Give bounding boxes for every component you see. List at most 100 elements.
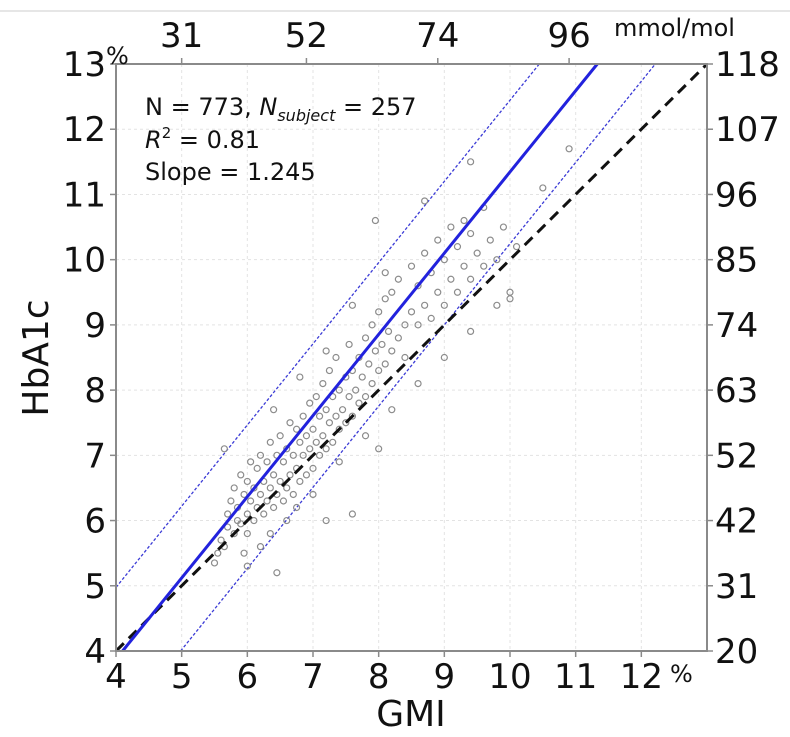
data-point [381, 360, 389, 368]
data-point [381, 269, 389, 277]
data-point [286, 471, 294, 479]
data-point [453, 243, 462, 251]
right-tick-label: 52 [715, 436, 758, 476]
data-point [302, 471, 311, 479]
fit-lines [114, 62, 709, 653]
data-point [421, 197, 429, 205]
x-tick-label: 8 [368, 657, 390, 697]
data-point [381, 295, 389, 303]
x-tick-label: 7 [302, 657, 324, 697]
top-tick-label: 74 [416, 16, 459, 56]
data-point [332, 353, 340, 362]
data-point [260, 510, 268, 518]
data-point [335, 386, 343, 394]
data-point [493, 256, 501, 264]
data-point [250, 516, 258, 525]
data-point [335, 425, 343, 433]
data-point [486, 236, 494, 244]
data-point [247, 497, 255, 505]
right-tick-label: 85 [715, 241, 758, 281]
data-point [270, 406, 278, 414]
data-point [256, 490, 265, 499]
data-point [407, 308, 416, 316]
plot-frame [115, 63, 708, 652]
y-tick-label: 5 [84, 567, 106, 607]
data-point [322, 347, 330, 355]
right-tick-label: 31 [715, 567, 758, 607]
data-point [240, 490, 248, 499]
data-point [348, 510, 356, 518]
data-point [325, 419, 334, 427]
data-point [421, 301, 429, 309]
data-point [348, 412, 356, 420]
data-point [270, 503, 278, 512]
data-point [414, 379, 422, 388]
data-point [253, 464, 261, 472]
data-point [440, 353, 448, 362]
data-point [348, 301, 356, 309]
data-point [220, 445, 228, 453]
x-tick-label: 12 [620, 657, 663, 697]
x-axis-title: GMI [376, 694, 446, 733]
data-point [440, 256, 448, 264]
right-tick-label: 42 [715, 502, 758, 542]
annotation-n: N = 773, Nsubject = 257 [145, 93, 417, 125]
data-point [309, 464, 317, 472]
data-point [342, 419, 350, 427]
data-point [276, 477, 284, 486]
data-point [394, 275, 402, 283]
data-point [299, 451, 307, 459]
data-point [401, 353, 409, 362]
data-point [243, 562, 251, 570]
data-point [384, 327, 393, 336]
data-point [227, 497, 235, 505]
data-point [460, 216, 468, 225]
data-point [256, 543, 265, 551]
y-tick-label: 8 [84, 371, 106, 411]
top-tick-label: 52 [285, 16, 328, 56]
data-point [388, 347, 396, 355]
x-unit-label: % [670, 660, 693, 688]
data-point [539, 184, 547, 192]
data-point [292, 503, 301, 512]
data-point [283, 484, 291, 492]
data-point [414, 282, 422, 290]
data-point [361, 393, 370, 401]
data-point [421, 249, 429, 257]
data-point [263, 497, 271, 505]
data-point [256, 451, 265, 459]
data-point [460, 262, 468, 270]
data-point [401, 321, 409, 329]
data-point [467, 158, 475, 166]
data-point [263, 458, 271, 466]
data-point [361, 432, 370, 440]
data-point [266, 529, 274, 538]
right-tick-label: 74 [715, 306, 758, 346]
data-point [499, 223, 508, 231]
y-tick-label: 12 [63, 110, 106, 150]
top-tick-label: 31 [160, 16, 203, 56]
identity-line [114, 62, 709, 653]
data-point [440, 301, 448, 309]
data-point [345, 340, 353, 349]
data-point [506, 295, 514, 303]
data-point [309, 425, 317, 433]
data-point [352, 386, 360, 394]
data-point [414, 321, 422, 329]
data-point [467, 327, 475, 336]
data-point [312, 438, 320, 446]
data-point [289, 451, 297, 459]
data-point [315, 412, 324, 420]
data-point [332, 412, 340, 420]
data-point [365, 360, 373, 368]
data-point [355, 399, 363, 407]
data-point [319, 379, 327, 388]
data-point [335, 458, 343, 466]
y-tick-label: 9 [84, 306, 106, 346]
data-point [266, 438, 274, 446]
data-point [467, 275, 475, 283]
top-tick-label: 96 [547, 16, 590, 56]
data-point [480, 262, 488, 270]
data-point [270, 471, 278, 479]
